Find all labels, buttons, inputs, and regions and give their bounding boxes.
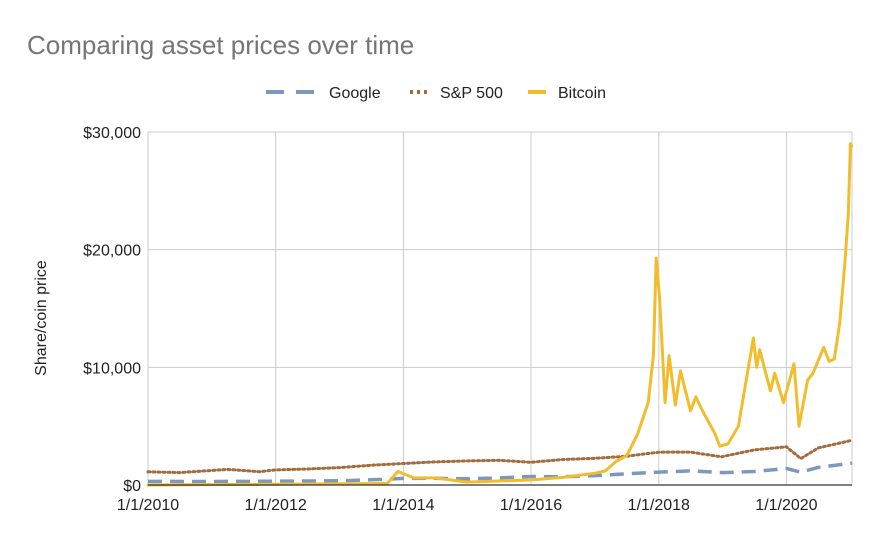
legend-item: S&P 500 xyxy=(410,85,503,102)
series-line-bitcoin xyxy=(146,142,854,487)
x-tick-label: 1/1/2020 xyxy=(755,497,817,514)
legend: Google S&P 500 Bitcoin xyxy=(266,85,606,102)
legend-label: Google xyxy=(329,85,381,102)
series-line-google xyxy=(147,461,853,484)
x-tick-label: 1/1/2018 xyxy=(628,497,690,514)
y-tick-label: $0 xyxy=(123,478,141,495)
y-tick-label: $30,000 xyxy=(83,125,141,142)
axes: $0 $10,000 $20,000 $30,000 1/1/2010 1/1/2012 1… xyxy=(83,125,852,514)
x-tick-label: 1/1/2014 xyxy=(372,497,434,514)
series-line-s-p-500 xyxy=(146,438,854,475)
x-tick-label: 1/1/2012 xyxy=(244,497,306,514)
x-tick-label: 1/1/2010 xyxy=(117,497,179,514)
y-tick-label: $10,000 xyxy=(83,360,141,377)
chart-title: Comparing asset prices over time xyxy=(27,30,414,60)
x-tick-label: 1/1/2016 xyxy=(500,497,562,514)
legend-item: Bitcoin xyxy=(528,85,606,102)
legend-item: Google xyxy=(266,85,381,102)
legend-label: Bitcoin xyxy=(558,85,606,102)
series-layer xyxy=(146,142,854,487)
gridlines xyxy=(147,131,853,485)
legend-label: S&P 500 xyxy=(440,85,503,102)
y-axis-label: Share/coin price xyxy=(33,260,50,376)
y-tick-label: $20,000 xyxy=(83,243,141,260)
